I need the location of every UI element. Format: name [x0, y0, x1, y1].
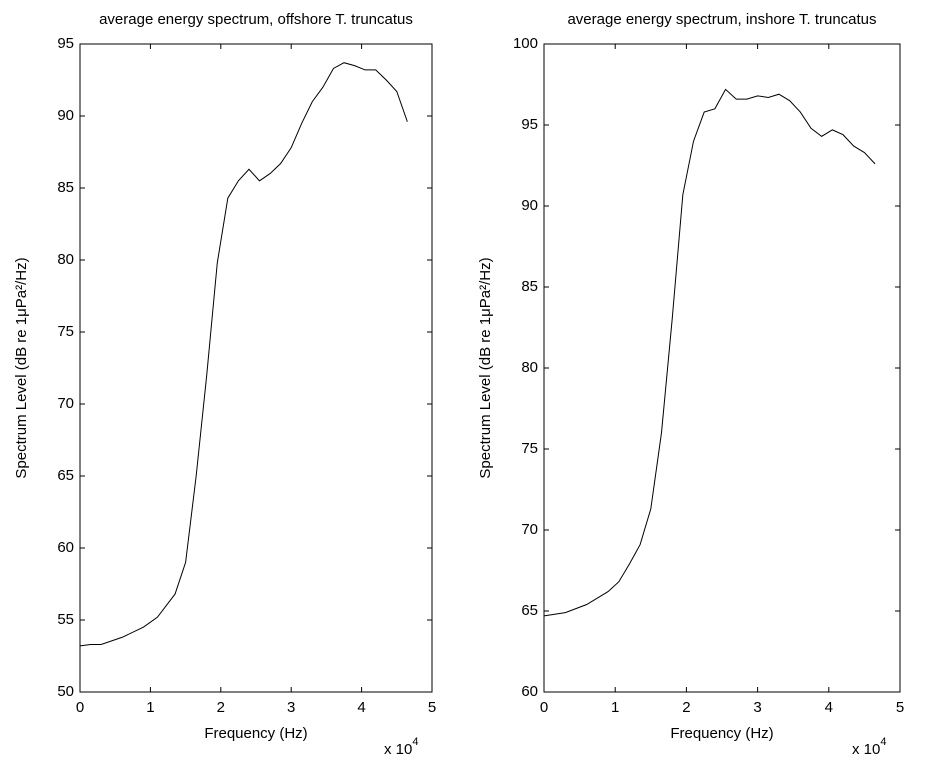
- x-multiplier: x 104: [384, 736, 418, 758]
- chart-title: average energy spectrum, offshore T. tru…: [99, 11, 413, 28]
- y-tick-label: 95: [521, 116, 538, 133]
- y-tick-label: 55: [57, 611, 74, 628]
- x-tick-label: 3: [753, 699, 761, 716]
- x-multiplier-exponent: 4: [412, 736, 418, 748]
- y-tick-label: 90: [57, 107, 74, 124]
- axes-box: [79, 43, 433, 693]
- y-tick-label: 60: [57, 539, 74, 556]
- x-multiplier-exponent: 4: [880, 736, 886, 748]
- x-tick-label: 3: [287, 699, 295, 716]
- x-axis-label: Frequency (Hz): [204, 725, 307, 742]
- x-tick-label: 1: [611, 699, 619, 716]
- y-tick-label: 60: [521, 683, 538, 700]
- x-tick-label: 1: [146, 699, 154, 716]
- x-tick-label: 2: [217, 699, 225, 716]
- x-tick-label: 0: [76, 699, 84, 716]
- y-tick-label: 75: [57, 323, 74, 340]
- x-tick-label: 4: [357, 699, 365, 716]
- x-tick-label: 5: [428, 699, 436, 716]
- y-tick-label: 100: [513, 35, 538, 52]
- x-multiplier: x 104: [852, 736, 886, 758]
- y-tick-label: 90: [521, 197, 538, 214]
- x-axis-label: Frequency (Hz): [670, 725, 773, 742]
- y-tick-label: 85: [57, 179, 74, 196]
- y-tick-label: 95: [57, 35, 74, 52]
- y-tick-label: 85: [521, 278, 538, 295]
- x-multiplier-base: x 10: [852, 741, 880, 758]
- y-axis-label: Spectrum Level (dB re 1μPa²/Hz): [477, 257, 494, 478]
- y-tick-label: 70: [521, 521, 538, 538]
- x-tick-label: 4: [825, 699, 833, 716]
- x-tick-label: 5: [896, 699, 904, 716]
- y-tick-label: 50: [57, 683, 74, 700]
- y-tick-label: 65: [521, 602, 538, 619]
- y-tick-label: 70: [57, 395, 74, 412]
- chart-title: average energy spectrum, inshore T. trun…: [567, 11, 876, 28]
- x-tick-label: 2: [682, 699, 690, 716]
- y-tick-label: 65: [57, 467, 74, 484]
- data-line: [543, 88, 876, 617]
- data-line: [79, 62, 408, 647]
- y-tick-label: 80: [57, 251, 74, 268]
- x-multiplier-base: x 10: [384, 741, 412, 758]
- y-axis-label: Spectrum Level (dB re 1μPa²/Hz): [13, 257, 30, 478]
- axes-box: [543, 43, 901, 693]
- y-tick-label: 75: [521, 440, 538, 457]
- y-tick-label: 80: [521, 359, 538, 376]
- x-tick-label: 0: [540, 699, 548, 716]
